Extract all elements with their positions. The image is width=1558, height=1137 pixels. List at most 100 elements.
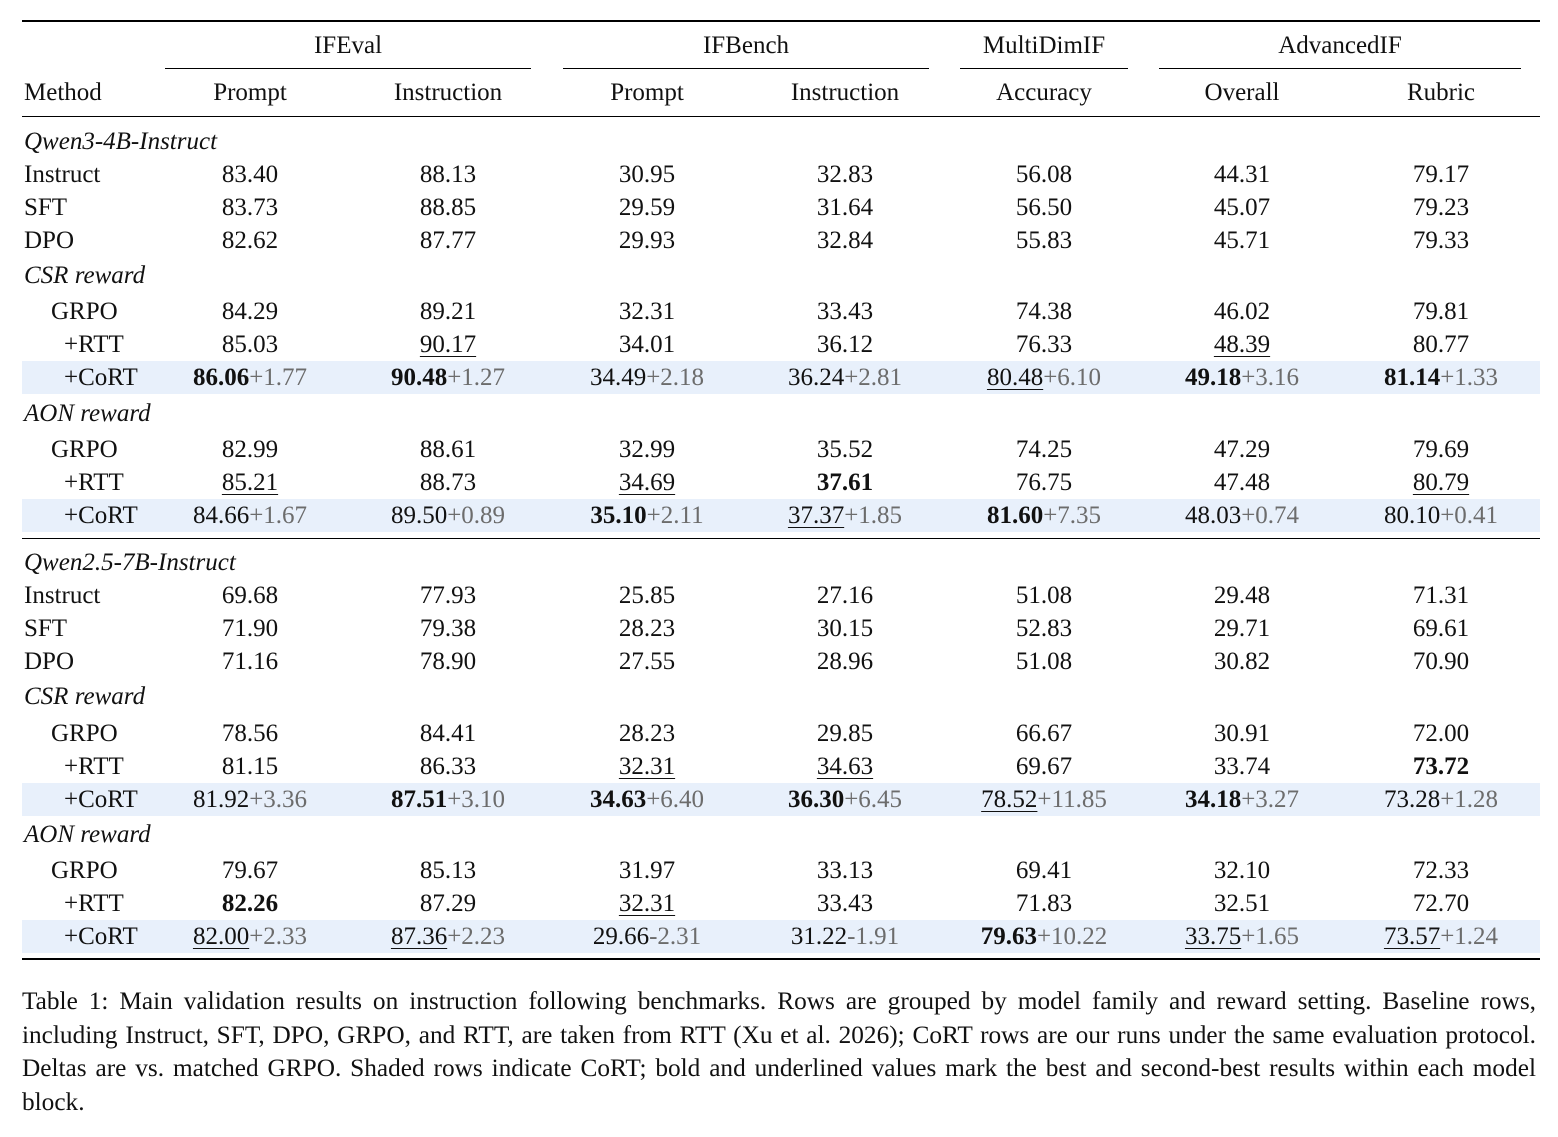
cell-value: 52.83: [1015, 615, 1073, 642]
table-cell: 79.33: [1341, 224, 1541, 257]
cell-value: 69.67: [1015, 753, 1073, 780]
table-cell: 74.38: [944, 295, 1144, 328]
table-cell: 79.81: [1341, 295, 1541, 328]
method-header: Method: [24, 79, 102, 106]
table-cell: 74.25: [944, 433, 1144, 466]
cell-value: 31.64: [816, 194, 874, 221]
cell-value: 81.14: [1383, 364, 1441, 391]
table-cell: 88.85: [348, 191, 548, 224]
cell-value: 45.07: [1213, 194, 1271, 221]
cell-value: 33.43: [816, 298, 874, 325]
group-row: Qwen3-4B-Instruct: [22, 125, 1540, 158]
table-cell: 86.06+1.77: [150, 361, 350, 394]
table-cell: 90.17: [348, 328, 548, 361]
cell-value: 79.38: [419, 615, 477, 642]
table-cell: 71.90: [150, 612, 350, 645]
table-cell: 79.23: [1341, 191, 1541, 224]
cell-value: 79.81: [1412, 298, 1470, 325]
header-rule: [22, 116, 1540, 118]
cell-delta: +0.41: [1440, 502, 1499, 529]
cell-value: 72.00: [1412, 720, 1470, 747]
table-cell: 70.90: [1341, 645, 1541, 678]
table-cell: 33.75+1.65: [1142, 920, 1342, 953]
group-row: Qwen2.5-7B-Instruct: [22, 546, 1540, 579]
group-rule-multidimif: [960, 68, 1128, 70]
cell-value: 33.74: [1213, 753, 1271, 780]
cell-value: 84.41: [419, 720, 477, 747]
cell-value: 88.73: [419, 469, 477, 496]
table-cell: 51.08: [944, 579, 1144, 612]
subheader-ifbench-prompt: Prompt: [610, 79, 684, 106]
cell-value: 82.00: [192, 923, 250, 950]
cell-value: 29.48: [1213, 582, 1271, 609]
cell-value: 31.22: [790, 923, 848, 950]
cell-value: 29.85: [816, 720, 874, 747]
cell-delta: +10.22: [1036, 923, 1108, 950]
table-cell: 72.33: [1341, 854, 1541, 887]
cell-value: 85.13: [419, 857, 477, 884]
cell-value: 86.33: [419, 753, 477, 780]
table-cell: 30.91: [1142, 717, 1342, 750]
table-cell: 28.23: [547, 612, 747, 645]
subheader-multidimif-accuracy: Accuracy: [996, 79, 1092, 106]
cell-value: 77.93: [419, 582, 477, 609]
cell-delta: +1.28: [1440, 786, 1499, 813]
method-label: GRPO: [51, 720, 118, 747]
cell-value: 32.99: [618, 436, 676, 463]
cell-value: 28.23: [618, 720, 676, 747]
cell-delta: +3.10: [447, 786, 506, 813]
cell-value: 34.63: [816, 753, 874, 780]
method-label: +RTT: [64, 753, 124, 780]
cell-value: 79.67: [221, 857, 279, 884]
cell-value: 30.95: [618, 161, 676, 188]
table-cell: 88.61: [348, 433, 548, 466]
cell-value: 79.63: [980, 923, 1037, 950]
table-cell: 71.31: [1341, 579, 1541, 612]
method-label: +CoRT: [64, 923, 138, 950]
cell-value: 90.48: [390, 364, 448, 391]
group-header-multidimif: MultiDimIF: [982, 32, 1106, 59]
table-cell: 72.00: [1341, 717, 1541, 750]
cell-value: 82.26: [221, 890, 279, 917]
cell-value: 45.71: [1213, 227, 1271, 254]
table-row: GRPO 82.99 88.61 32.99 35.52 74.25 47.29 79.69: [22, 433, 1540, 466]
group-label: Qwen3-4B-Instruct: [24, 128, 218, 155]
table-cell: 81.60+7.35: [944, 499, 1144, 532]
cell-value: 69.41: [1015, 857, 1073, 884]
cell-delta: +7.35: [1043, 502, 1102, 529]
subheader-ifeval-prompt: Prompt: [213, 79, 287, 106]
cell-value: 78.90: [419, 648, 477, 675]
cell-value: 83.40: [221, 161, 279, 188]
cell-value: 89.50: [390, 502, 448, 529]
table-cell: 33.43: [745, 295, 945, 328]
cell-value: 87.77: [419, 227, 477, 254]
cell-value: 51.08: [1015, 582, 1073, 609]
table-cell: 76.33: [944, 328, 1144, 361]
table-cell: 80.48+6.10: [944, 361, 1144, 394]
cell-value: 33.43: [816, 890, 874, 917]
method-label: GRPO: [51, 298, 118, 325]
table-cell: 78.90: [348, 645, 548, 678]
cell-value: 48.03: [1184, 502, 1242, 529]
table-cell: 85.13: [348, 854, 548, 887]
cell-delta: -1.91: [847, 923, 900, 950]
cell-value: 29.71: [1213, 615, 1271, 642]
table-cell: 52.83: [944, 612, 1144, 645]
table-cell: 29.85: [745, 717, 945, 750]
table-cell: 85.21: [150, 466, 350, 499]
cell-value: 30.91: [1213, 720, 1271, 747]
cell-value: 30.15: [816, 615, 874, 642]
table-cell: 36.30+6.45: [745, 783, 945, 816]
cell-value: 56.08: [1015, 161, 1073, 188]
cell-delta: +1.24: [1440, 923, 1499, 950]
table-cell: 82.00+2.33: [150, 920, 350, 953]
table-cell: 88.73: [348, 466, 548, 499]
cell-delta: +1.77: [249, 364, 308, 391]
table-cell: 33.74: [1142, 750, 1342, 783]
cell-value: 76.33: [1015, 331, 1073, 358]
table-cell: 34.69: [547, 466, 747, 499]
table-cell: 83.73: [150, 191, 350, 224]
table-cell: 82.99: [150, 433, 350, 466]
table-cell: 48.03+0.74: [1142, 499, 1342, 532]
table-cell: 29.66-2.31: [547, 920, 747, 953]
